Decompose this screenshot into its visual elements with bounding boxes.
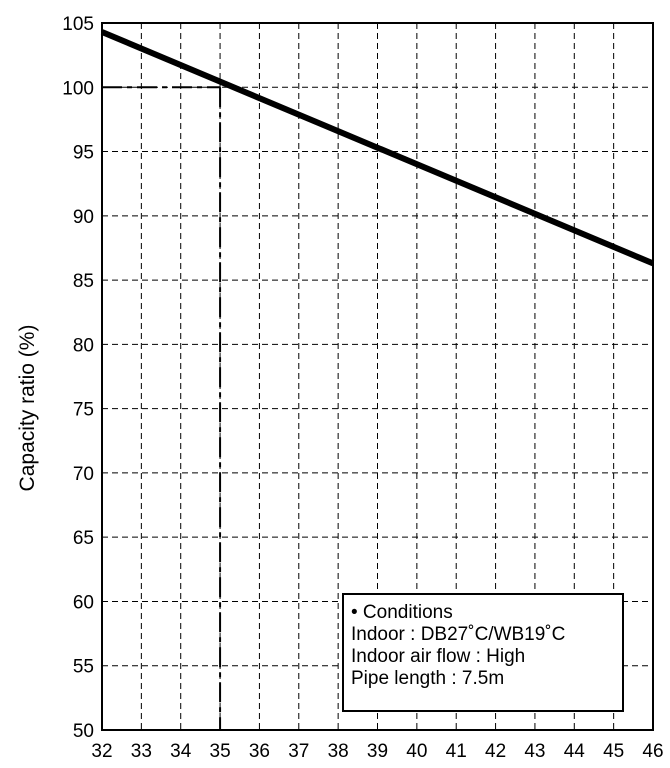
series-line-0 — [100, 29, 655, 267]
x-tick-label: 38 — [328, 741, 349, 762]
x-tick-label: 44 — [564, 741, 586, 762]
y-tick-label: 50 — [73, 721, 94, 742]
y-tick-labels: 50 55 60 65 70 75 80 85 90 95 100 105 — [62, 14, 94, 742]
conditions-box-frame — [342, 593, 624, 712]
conditions-line: Indoor : DB27˚C/WB19˚C — [351, 624, 565, 645]
y-tick-label: 105 — [62, 14, 94, 35]
x-tick-label: 37 — [288, 741, 309, 762]
y-tick-label: 70 — [73, 464, 94, 485]
x-tick-labels: 32 33 34 35 36 37 38 39 40 41 42 43 44 45 46 — [91, 741, 663, 762]
x-tick-label: 42 — [485, 741, 506, 762]
y-tick-label: 75 — [73, 400, 94, 421]
x-tick-label: 43 — [524, 741, 545, 762]
x-tick-label: 35 — [210, 741, 231, 762]
x-tick-label: 40 — [406, 741, 427, 762]
x-tick-label: 41 — [446, 741, 467, 762]
plot-frame — [101, 22, 654, 731]
x-tick-label: 36 — [249, 741, 270, 762]
y-tick-label: 85 — [73, 271, 94, 292]
y-tick-label: 80 — [73, 335, 94, 356]
reference-lines — [102, 86, 222, 730]
x-tick-label: 34 — [170, 741, 192, 762]
y-axis-label: Capacity ratio (%) — [16, 325, 39, 492]
x-tick-label: 45 — [603, 741, 624, 762]
y-tick-label: 95 — [73, 143, 94, 164]
y-tick-label: 55 — [73, 657, 94, 678]
conditions-line: • Conditions — [351, 602, 453, 623]
x-tick-label: 32 — [91, 741, 112, 762]
x-tick-label: 33 — [131, 741, 152, 762]
conditions-line: Pipe length : 7.5m — [351, 668, 504, 689]
y-tick-label: 100 — [62, 78, 94, 99]
x-tick-label: 39 — [367, 741, 388, 762]
x-tick-label: 46 — [642, 741, 663, 762]
y-tick-label: 90 — [73, 207, 94, 228]
y-tick-label: 60 — [73, 592, 94, 613]
y-tick-label: 65 — [73, 528, 94, 549]
series-layer — [100, 29, 655, 267]
conditions-line: Indoor air flow : High — [351, 646, 525, 667]
